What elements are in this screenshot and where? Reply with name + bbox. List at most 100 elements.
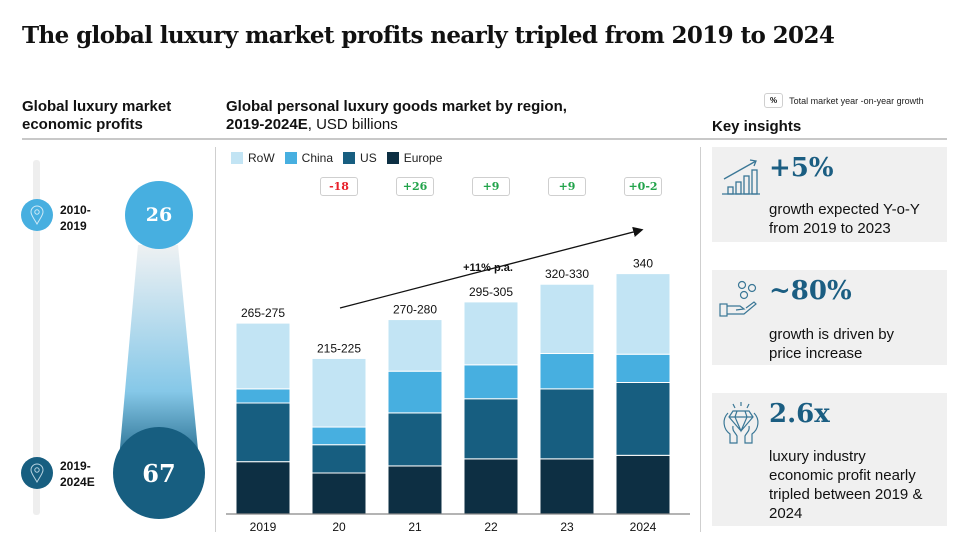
chart-header: Global personal luxury goods market by r… [226,98,567,134]
legend-label: US [360,151,377,165]
page-title: The global luxury market profits nearly … [22,22,835,49]
growth-label: +26 [396,177,434,196]
right-divider [700,147,701,532]
growth-legend-label: Total market year -on-year growth [789,95,924,106]
profit-bubble-2: 67 [113,427,205,519]
bar-china-2024 [615,353,671,383]
bar-us-23 [539,388,595,460]
insight-card-1: +5% growth expected Y-o-Y from 2019 to 2… [712,147,947,242]
total-label: 215-225 [317,341,361,355]
legend-swatch [231,152,243,164]
bar-china-21 [387,370,443,414]
total-label: 265-275 [241,306,285,320]
legend-swatch [386,152,399,164]
insight-2-line2: price increase [769,345,863,362]
chart-legend: RoW China US Europe [231,151,442,165]
insight-3-value: 2.6x [769,399,830,429]
insight-2-desc: growth is driven by price increase [769,325,894,363]
bar-row-20 [311,357,367,428]
period-2-line2: 2024E [60,475,95,489]
legend-label: China [301,151,334,165]
left-header-line2: economic profits [22,116,143,133]
x-tick-label: 2019 [250,520,277,534]
bar-us-2024 [615,381,671,456]
funnel-shape [118,245,200,470]
timeline-track [33,160,40,515]
left-header-line1: Global luxury market [22,98,172,115]
bar-row-21 [387,319,443,372]
bar-row-22 [463,301,519,366]
bar-us-21 [387,412,443,467]
bar-europe-23 [539,458,595,515]
chart-subtitle-bold: 2019-2024E [226,116,308,133]
bar-europe-2019 [235,461,291,515]
legend-label: RoW [248,151,275,165]
legend-swatch [343,152,356,164]
cagr-annotation: +11% p.a. [463,262,513,274]
period-1-line1: 2010- [60,203,91,217]
bar-china-2019 [235,388,291,404]
insight-1-desc: growth expected Y-o-Y from 2019 to 2023 [769,200,920,238]
bar-china-20 [311,426,367,446]
total-label: 295-305 [469,285,513,299]
growth-chart-icon [722,159,760,195]
total-label: 270-280 [393,303,437,317]
bar-us-20 [311,444,367,474]
total-label: 320-330 [545,267,589,281]
bar-us-22 [463,398,519,460]
left-panel-header: Global luxury market economic profits [22,98,171,134]
chart-subtitle-units: , USD billions [307,116,398,133]
bar-row-23 [539,283,595,355]
left-divider [215,147,216,532]
bar-china-22 [463,364,519,400]
period-1-label: 2010- 2019 [60,202,91,234]
bar-europe-20 [311,472,367,515]
x-tick-label: 23 [560,520,574,534]
insight-3-line4: 2024 [769,505,803,522]
growth-label: +9 [472,177,510,196]
growth-label: +0-2 [624,177,662,196]
total-label: 340 [633,257,653,271]
bar-europe-2024 [615,454,671,515]
diamond-hands-icon [723,402,759,444]
period-2-label: 2019- 2024E [60,458,95,490]
bar-row-2024 [615,273,671,355]
period-2-line1: 2019- [60,459,91,473]
pin-period-1 [21,199,53,231]
insight-1-value: +5% [769,153,834,183]
bar-china-23 [539,353,595,390]
map-pin-icon [30,463,44,483]
pin-period-2 [21,457,53,489]
bar-us-2019 [235,402,291,463]
legend-item-europe: Europe [386,151,443,165]
legend-item-row: RoW [231,151,275,165]
period-1-line2: 2019 [60,219,87,233]
insight-card-3: 2.6x luxury industry economic profit nea… [712,393,947,526]
growth-arrow [339,226,644,309]
bar-row-2019 [235,322,291,390]
insight-3-line1: luxury industry [769,448,866,465]
legend-swatch [284,152,297,164]
profit-funnel [118,245,200,470]
hand-coins-icon [719,280,757,317]
profit-bubble-1: 26 [125,181,193,249]
x-tick-label: 20 [332,520,346,534]
x-tick-label: 2024 [630,520,657,534]
legend-item-china: China [284,151,334,165]
chart-header-line1: Global personal luxury goods market by r… [226,98,567,115]
x-tick-label: 21 [408,520,422,534]
growth-legend-symbol: % [764,93,784,108]
bar-europe-21 [387,465,443,515]
growth-label: -18 [320,177,358,196]
insights-header: Key insights [712,118,802,135]
map-pin-icon [30,205,44,225]
insight-2-line1: growth is driven by [769,326,895,343]
insight-1-line2: from 2019 to 2023 [769,220,891,237]
header-divider [22,138,947,140]
x-tick-label: 22 [484,520,498,534]
insight-3-line2: economic profit nearly [769,467,916,484]
legend-label: Europe [403,151,443,165]
bar-europe-22 [463,458,519,515]
insight-1-line1: growth expected Y-o-Y [769,201,920,218]
